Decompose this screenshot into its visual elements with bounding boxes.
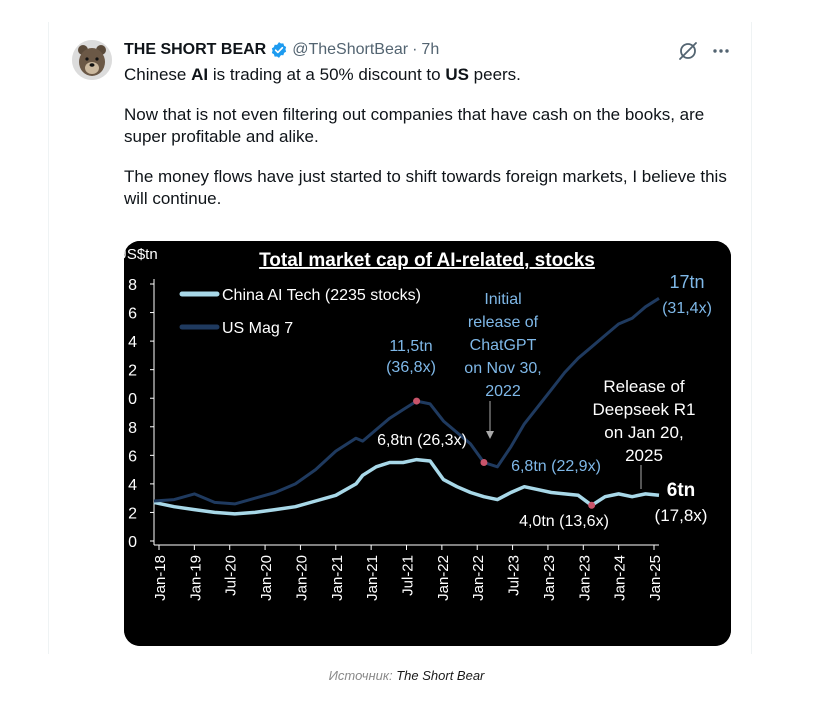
annotations: 11,5tn (36,8x) 6,8tn (26,3x) Initial rel… xyxy=(377,272,712,530)
tweet-actions xyxy=(677,40,731,62)
image-caption: Источник: The Short Bear xyxy=(0,668,813,683)
separator-dot: · xyxy=(412,41,418,58)
y-tick-label: 6 xyxy=(128,448,137,465)
x-tick-label: Jan-22 xyxy=(470,555,487,601)
x-tick-label: Jan-25 xyxy=(647,555,664,601)
caption-source[interactable]: The Short Bear xyxy=(396,668,485,683)
series-line-us-mag7 xyxy=(153,297,660,506)
chart-title: Total market cap of AI-related, stocks xyxy=(259,250,595,271)
chart-image[interactable]: US$tn Total market cap of AI-related, st… xyxy=(124,241,731,646)
series-line-china-ai xyxy=(153,457,660,516)
y-tick-label: 4 xyxy=(128,334,137,351)
x-tick-label: Jan-20 xyxy=(293,555,310,601)
grok-icon[interactable] xyxy=(677,40,699,62)
chatgpt-arrowhead xyxy=(486,431,494,439)
market-cap-chart: US$tn Total market cap of AI-related, st… xyxy=(124,241,731,646)
legend-china: China AI Tech (2235 stocks) xyxy=(222,287,421,304)
x-tick-label: Jul-20 xyxy=(223,555,240,596)
marker-china-low xyxy=(588,501,596,509)
marker-chatgpt xyxy=(480,458,488,466)
caption-prefix: Источник: xyxy=(328,668,393,683)
axes: 0 2 4 6 8 0 2 4 6 8 Jan-18 Jan-19 Jul-20 Jan-20 Jan-20… xyxy=(128,277,664,601)
tweet-text: Chinese AI is trading at a 50% discount … xyxy=(124,64,734,210)
timestamp[interactable]: 7h xyxy=(421,41,440,58)
legend-us: US Mag 7 xyxy=(222,320,293,337)
x-tick-label: Jul-21 xyxy=(400,555,417,596)
y-tick-label: 6 xyxy=(128,306,137,323)
verified-icon xyxy=(272,42,287,58)
bear-avatar-icon xyxy=(72,40,112,80)
annotation-peak-china: 6,8tn (26,3x) xyxy=(377,432,467,449)
annotation-deepseek-3: on Jan 20, xyxy=(604,423,683,442)
more-icon[interactable] xyxy=(711,41,731,61)
x-tick-label: Jan-23 xyxy=(541,555,558,601)
y-axis-unit: US$tn xyxy=(124,246,158,263)
tweet-header: THE SHORT BEAR @TheShortBear · 7h xyxy=(124,40,439,60)
x-tick-label: Jan-20 xyxy=(258,555,275,601)
x-tick-label: Jan-19 xyxy=(187,555,204,601)
annotation-us-end-2: (31,4x) xyxy=(662,300,712,317)
annotation-post-chatgpt: 6,8tn (22,9x) xyxy=(511,458,601,475)
annotation-china-low: 4,0tn (13,6x) xyxy=(519,513,609,530)
avatar[interactable] xyxy=(72,40,112,80)
marker-us-peak xyxy=(413,397,421,405)
y-tick-label: 0 xyxy=(128,534,137,551)
x-tick-label: Jan-18 xyxy=(152,555,169,601)
y-tick-label: 8 xyxy=(128,277,137,294)
annotation-chatgpt-2: release of xyxy=(468,314,539,331)
annotation-peak-us-1: 11,5tn xyxy=(389,338,432,355)
annotation-peak-us-2: (36,8x) xyxy=(386,359,436,376)
handle[interactable]: @TheShortBear xyxy=(292,41,409,58)
annotation-china-end-2: (17,8x) xyxy=(655,506,708,525)
display-name[interactable]: THE SHORT BEAR xyxy=(124,41,267,58)
annotation-chatgpt-1: Initial xyxy=(484,291,521,308)
x-tick-label: Jan-21 xyxy=(364,555,381,601)
annotation-chatgpt-5: 2022 xyxy=(485,383,521,400)
annotation-chatgpt-4: on Nov 30, xyxy=(464,360,541,377)
annotation-deepseek-1: Release of xyxy=(603,377,685,396)
y-tick-label: 0 xyxy=(128,391,137,408)
x-tick-label: Jan-23 xyxy=(576,555,593,601)
y-tick-label: 2 xyxy=(128,363,137,380)
series-lines xyxy=(153,297,660,516)
legend: China AI Tech (2235 stocks) US Mag 7 xyxy=(179,287,421,337)
tweet-paragraph-2: Now that is not even filtering out compa… xyxy=(124,105,705,146)
annotation-chatgpt-3: ChatGPT xyxy=(470,337,537,354)
y-tick-label: 2 xyxy=(128,505,137,522)
annotation-deepseek-2: Deepseek R1 xyxy=(592,400,695,419)
x-tick-label: Jan-21 xyxy=(329,555,346,601)
y-tick-label: 8 xyxy=(128,420,137,437)
annotation-china-end-1: 6tn xyxy=(667,480,696,501)
x-tick-label: Jan-22 xyxy=(435,555,452,601)
annotation-us-end-1: 17tn xyxy=(669,272,704,292)
x-tick-label: Jan-24 xyxy=(612,555,629,601)
tweet-paragraph-1: Chinese AI is trading at a 50% discount … xyxy=(124,65,521,84)
annotation-deepseek-4: 2025 xyxy=(625,446,663,465)
y-tick-label: 4 xyxy=(128,477,137,494)
tweet-paragraph-3: The money flows have just started to shi… xyxy=(124,167,727,208)
x-tick-label: Jul-23 xyxy=(506,555,523,596)
